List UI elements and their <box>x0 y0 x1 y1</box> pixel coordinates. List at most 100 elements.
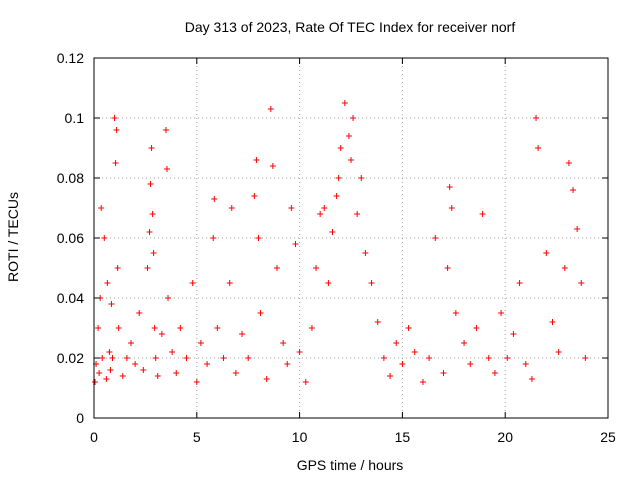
data-point <box>98 205 105 211</box>
data-point <box>154 373 161 379</box>
data-point <box>411 349 418 355</box>
data-point <box>245 355 252 361</box>
x-tick-label: 25 <box>600 429 616 445</box>
chart-title: Day 313 of 2023, Rate Of TEC Index for r… <box>185 19 516 35</box>
y-axis-label: ROTI / TECUs <box>5 192 21 282</box>
data-point <box>479 211 486 217</box>
x-tick-label: 10 <box>292 429 308 445</box>
data-point <box>226 280 233 286</box>
data-point <box>565 160 572 166</box>
data-point <box>292 241 299 247</box>
y-tick-label: 0.1 <box>65 110 85 126</box>
x-tick-label: 5 <box>193 429 201 445</box>
data-point <box>113 127 120 133</box>
plot-frame <box>93 57 609 419</box>
data-point <box>473 325 480 331</box>
data-point <box>362 250 369 256</box>
data-point <box>574 226 581 232</box>
data-point <box>485 355 492 361</box>
data-point <box>267 106 274 112</box>
data-point <box>345 133 352 139</box>
data-point <box>106 349 113 355</box>
data-point <box>103 376 110 382</box>
data-point <box>232 370 239 376</box>
data-point <box>147 181 154 187</box>
data-point <box>578 280 585 286</box>
data-point <box>280 340 287 346</box>
data-point <box>284 361 291 367</box>
data-point <box>257 310 264 316</box>
y-tick-label: 0.02 <box>57 350 84 366</box>
data-point <box>582 355 589 361</box>
data-point <box>132 361 139 367</box>
data-point <box>337 145 344 151</box>
data-point <box>354 211 361 217</box>
data-point <box>152 355 159 361</box>
y-tick-label: 0 <box>76 410 84 426</box>
data-point <box>374 319 381 325</box>
data-point <box>112 160 119 166</box>
data-point <box>444 265 451 271</box>
data-point <box>114 265 121 271</box>
data-point <box>419 379 426 385</box>
y-tick-label: 0.04 <box>57 290 84 306</box>
data-point <box>317 211 324 217</box>
data-point <box>197 340 204 346</box>
data-point <box>123 355 130 361</box>
data-point <box>329 229 336 235</box>
data-point <box>302 379 309 385</box>
data-point <box>561 265 568 271</box>
y-tick-label: 0.08 <box>57 170 84 186</box>
data-point <box>96 370 103 376</box>
data-point <box>308 325 315 331</box>
data-point <box>136 310 143 316</box>
data-point <box>555 349 562 355</box>
data-point <box>393 340 400 346</box>
data-point <box>251 193 258 199</box>
data-point <box>528 376 535 382</box>
data-point <box>440 370 447 376</box>
data-point <box>163 166 170 172</box>
data-point <box>92 379 99 385</box>
x-tick-label: 20 <box>497 429 513 445</box>
data-point <box>321 205 328 211</box>
data-point <box>452 310 459 316</box>
data-point <box>107 367 114 373</box>
data-point <box>148 145 155 151</box>
data-point <box>325 280 332 286</box>
data-point <box>183 355 190 361</box>
data-point <box>150 250 157 256</box>
data-point <box>146 229 153 235</box>
data-point <box>189 280 196 286</box>
data-point <box>348 157 354 163</box>
data-point <box>446 184 453 190</box>
data-point <box>516 280 523 286</box>
data-point <box>220 355 227 361</box>
data-point <box>101 235 108 241</box>
data-point <box>533 115 540 121</box>
data-point <box>204 361 211 367</box>
data-point <box>158 331 165 337</box>
data-point <box>467 361 474 367</box>
data-point <box>108 301 115 307</box>
data-point <box>432 235 439 241</box>
y-tick-label: 0.06 <box>57 230 84 246</box>
data-point <box>504 355 511 361</box>
data-point <box>99 355 106 361</box>
data-point <box>387 373 394 379</box>
data-point <box>333 193 340 199</box>
data-point <box>448 205 455 211</box>
data-point <box>263 376 270 382</box>
data-point <box>549 319 556 325</box>
data-point <box>358 175 365 181</box>
data-point <box>104 280 111 286</box>
data-point <box>535 145 542 151</box>
data-point <box>165 295 172 301</box>
data-point <box>269 163 276 169</box>
data-point <box>109 355 116 361</box>
data-point <box>341 100 348 106</box>
data-point <box>128 340 135 346</box>
data-point <box>405 325 412 331</box>
grid-lines <box>94 58 608 418</box>
